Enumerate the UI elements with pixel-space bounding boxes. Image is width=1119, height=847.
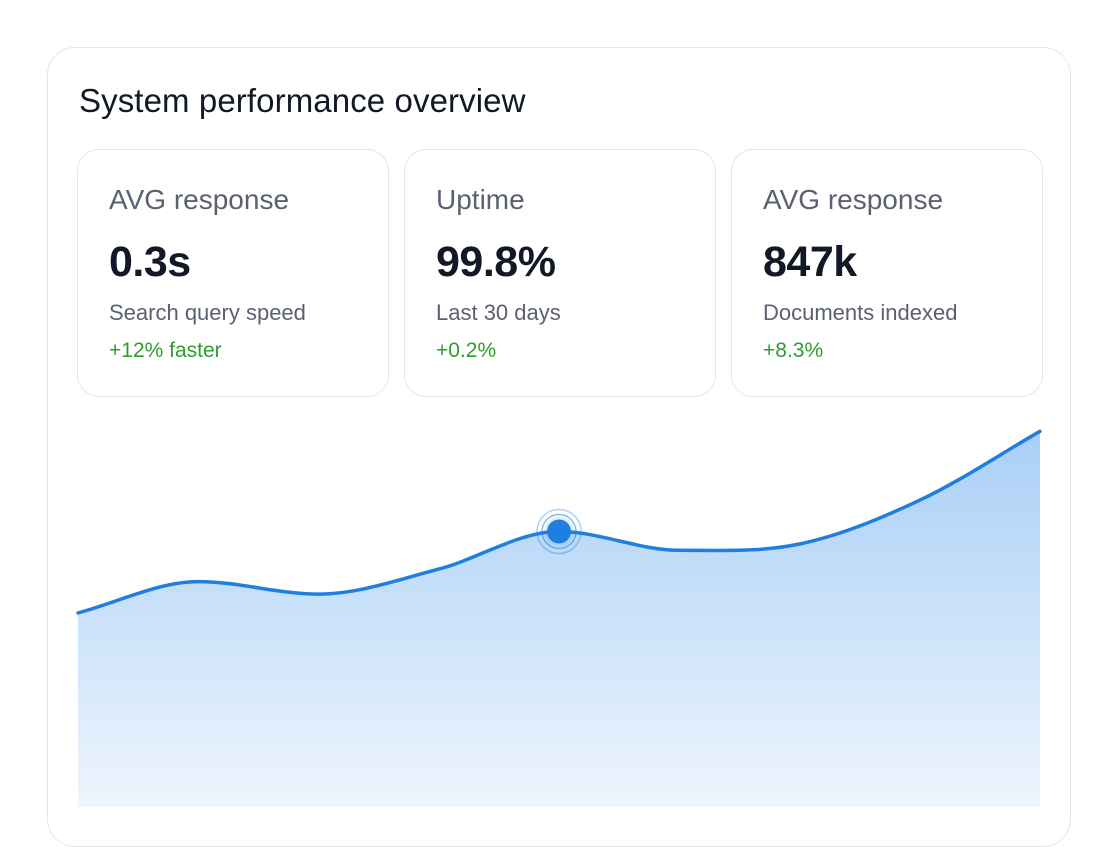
- stat-change: +12% faster: [109, 339, 222, 362]
- stat-card-uptime[interactable]: Uptime 99.8% Last 30 days +0.2%: [404, 149, 716, 397]
- stat-change: +0.2%: [436, 339, 497, 362]
- stat-label: Uptime: [436, 184, 525, 215]
- stat-label: AVG response: [109, 184, 290, 215]
- stat-description: Search query speed: [109, 300, 306, 325]
- stat-card-documents[interactable]: AVG response 847k Documents indexed +8.3…: [731, 149, 1043, 397]
- stat-change: +8.3%: [763, 339, 824, 362]
- stat-description: Last 30 days: [436, 300, 561, 325]
- stat-card-avg-response[interactable]: AVG response 0.3s Search query speed +12…: [77, 149, 389, 397]
- stat-label: AVG response: [763, 184, 944, 215]
- stat-description: Documents indexed: [763, 300, 958, 325]
- stat-value: 0.3s: [109, 238, 191, 286]
- performance-panel: System performance overview AVG response…: [47, 47, 1071, 847]
- stat-value: 99.8%: [436, 238, 556, 286]
- stat-value: 847k: [763, 238, 857, 286]
- panel-title: System performance overview: [79, 82, 526, 119]
